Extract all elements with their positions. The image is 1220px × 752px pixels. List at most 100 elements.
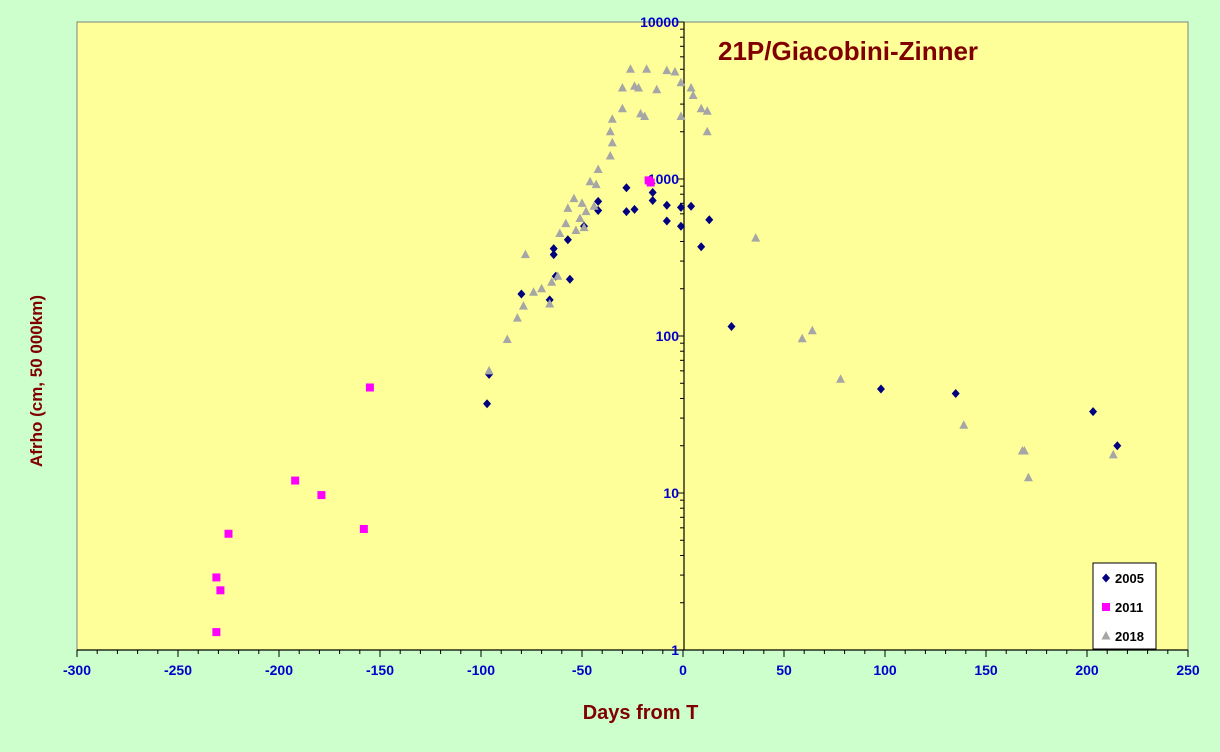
data-point-2018 (702, 106, 712, 115)
data-point-2018 (642, 64, 652, 73)
y-tick-label: 10 (663, 485, 679, 501)
data-point-2018 (670, 67, 680, 76)
data-point-2018 (607, 137, 617, 147)
data-point-2011 (216, 586, 225, 595)
series-2018 (484, 64, 1118, 482)
data-point-2011 (212, 573, 221, 582)
data-point-2018 (688, 90, 698, 100)
data-point-2018 (579, 222, 589, 232)
data-point-2018 (1019, 446, 1029, 455)
data-point-2018 (807, 325, 817, 335)
x-tick-label: 50 (776, 662, 792, 678)
x-tick-label: 200 (1075, 662, 1099, 678)
data-point-2018 (553, 271, 563, 280)
data-point-2018 (561, 218, 571, 228)
x-tick-label: 150 (974, 662, 998, 678)
data-point-2018 (634, 82, 644, 92)
data-point-2018 (797, 333, 807, 343)
data-point-2018 (751, 233, 761, 242)
data-point-2005 (517, 289, 526, 299)
x-tick-label: -300 (63, 662, 91, 678)
data-point-2018 (617, 82, 627, 92)
data-point-2005 (483, 399, 492, 409)
y-tick-label: 100 (656, 328, 680, 344)
data-point-2005 (549, 244, 558, 254)
data-point-2005 (662, 216, 671, 226)
data-point-2018 (676, 77, 686, 87)
data-point-2018 (605, 151, 615, 160)
data-point-2011 (291, 476, 300, 485)
data-point-2005 (676, 202, 685, 212)
x-tick-label: -100 (467, 662, 495, 678)
data-point-2005 (630, 204, 639, 214)
data-point-2018 (591, 179, 601, 189)
legend-marker-2018 (1101, 631, 1111, 640)
data-point-2018 (520, 249, 530, 259)
data-point-2018 (959, 420, 969, 429)
data-point-2011 (646, 178, 655, 187)
data-point-2005 (563, 235, 572, 245)
data-point-2005 (705, 215, 714, 225)
data-point-2011 (359, 524, 368, 533)
legend: 2005 2011 2018 (1092, 562, 1157, 650)
data-point-2005 (549, 250, 558, 260)
data-point-2005 (1089, 407, 1098, 417)
x-tick-label: 250 (1176, 662, 1200, 678)
data-point-2018 (577, 198, 587, 207)
data-point-2018 (585, 176, 595, 186)
x-tick-label: -200 (265, 662, 293, 678)
x-tick-label: -50 (572, 662, 592, 678)
data-point-2018 (593, 164, 603, 173)
data-point-2018 (547, 277, 557, 286)
data-point-2018 (607, 114, 617, 123)
legend-marker-2011 (1102, 603, 1110, 611)
data-point-2005 (951, 389, 960, 399)
legend-label-2005: 2005 (1115, 571, 1144, 586)
data-point-2018 (1023, 472, 1033, 482)
data-point-2011 (317, 491, 326, 500)
data-point-2018 (571, 225, 581, 234)
legend-label-2018: 2018 (1115, 629, 1144, 644)
data-point-2011 (212, 628, 221, 637)
y-tick-label: 10000 (640, 14, 679, 30)
data-point-2005 (622, 207, 631, 217)
data-point-2018 (1108, 449, 1118, 459)
data-point-2005 (648, 188, 657, 198)
data-point-2018 (484, 365, 494, 375)
data-point-2005 (1113, 441, 1122, 451)
data-point-2018 (676, 111, 686, 121)
y-tick-label: 1 (671, 642, 679, 658)
data-point-2018 (605, 126, 615, 136)
data-point-2018 (555, 228, 565, 237)
data-point-2005 (687, 201, 696, 211)
x-tick-label: 100 (873, 662, 897, 678)
data-point-2018 (563, 203, 573, 212)
data-point-2018 (696, 103, 706, 113)
x-tick-label: -250 (164, 662, 192, 678)
chart-title: 21P/Giacobini-Zinner (718, 36, 978, 66)
data-point-2005 (648, 195, 657, 205)
data-point-2018 (502, 334, 512, 343)
x-axis-label: Days from T (583, 702, 699, 724)
data-point-2005 (727, 321, 736, 331)
data-point-2018 (702, 126, 712, 136)
data-point-2011 (224, 529, 233, 538)
data-point-2005 (876, 384, 885, 394)
data-point-2005 (622, 183, 631, 193)
legend-label-2011: 2011 (1115, 600, 1143, 615)
data-point-2005 (594, 196, 603, 206)
y-tick-label: 1000 (648, 171, 679, 187)
data-point-2018 (512, 313, 522, 322)
data-point-2018 (652, 84, 662, 94)
data-point-2018 (617, 103, 627, 113)
x-tick-label: -150 (366, 662, 394, 678)
data-point-2018 (518, 301, 528, 310)
axes: -300 -250 -200 -150 -100 -50 0 50 100 150 200 250 1 1… (63, 14, 1200, 678)
data-point-2018 (569, 193, 579, 203)
data-point-2018 (686, 82, 696, 92)
data-point-2018 (662, 65, 672, 75)
plot-area (76, 21, 1189, 651)
series-2011 (212, 176, 655, 637)
y-axis-label: Afrho (cm, 50 000km) (27, 295, 46, 467)
